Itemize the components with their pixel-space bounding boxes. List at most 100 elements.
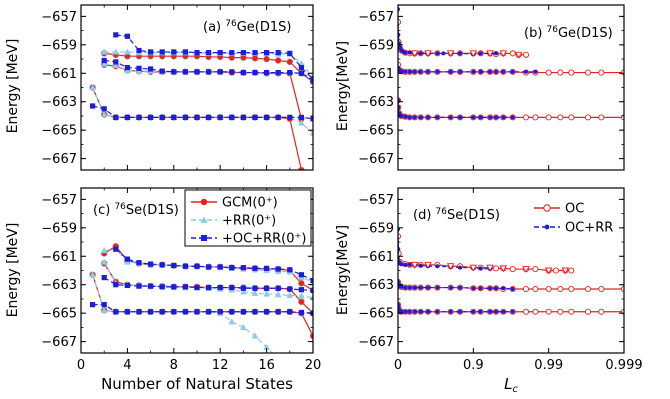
data-point xyxy=(486,264,494,272)
data-point xyxy=(492,265,500,272)
data-point xyxy=(159,262,165,268)
data-point xyxy=(100,247,108,254)
data-point xyxy=(159,49,165,55)
y-tick-label: −667 xyxy=(358,335,394,350)
data-point xyxy=(598,114,605,121)
data-point xyxy=(287,309,293,315)
data-point xyxy=(407,69,412,74)
data-point xyxy=(585,114,592,121)
data-point xyxy=(309,129,313,136)
data-point xyxy=(159,284,165,290)
y-tick-label: −657 xyxy=(358,193,394,208)
data-point xyxy=(136,65,142,71)
data-point xyxy=(478,69,483,74)
panel-b-76ge-lc: −657 −659 −661 −663 −665 −667 (b) 76Ge(D1S) xyxy=(358,4,625,171)
data-point xyxy=(298,309,304,316)
data-point xyxy=(171,69,177,75)
data-point xyxy=(136,260,142,266)
series-3 xyxy=(398,227,493,272)
series-line xyxy=(115,248,313,281)
data-point xyxy=(568,308,575,315)
data-point xyxy=(403,50,408,55)
data-point xyxy=(298,114,304,120)
data-point xyxy=(194,309,200,315)
data-point xyxy=(309,332,313,340)
data-point xyxy=(171,309,177,315)
y-tick-label: −665 xyxy=(358,124,394,139)
data-point xyxy=(251,55,259,62)
data-point xyxy=(264,265,270,271)
data-point xyxy=(435,264,440,269)
x-axis-label-left: Number of Natural States xyxy=(101,375,293,393)
data-point xyxy=(399,262,404,267)
data-point xyxy=(412,69,417,74)
data-point xyxy=(274,57,282,64)
data-point xyxy=(620,69,624,76)
data-point xyxy=(229,284,235,291)
panel-title: (b) 76Ge(D1S) xyxy=(524,25,613,41)
x-tick-label: 20 xyxy=(305,358,322,373)
data-point xyxy=(124,33,130,39)
data-point xyxy=(113,309,119,315)
data-point xyxy=(499,50,508,58)
data-point xyxy=(228,318,236,325)
data-point xyxy=(89,271,97,278)
data-point xyxy=(251,289,259,296)
series-4 xyxy=(398,279,515,291)
data-point xyxy=(275,309,281,315)
data-point xyxy=(112,48,120,55)
plot-area xyxy=(398,7,624,121)
data-point xyxy=(298,298,305,306)
data-point xyxy=(418,51,423,56)
data-point xyxy=(399,284,404,289)
data-point xyxy=(407,115,412,120)
data-point xyxy=(552,267,560,274)
data-point xyxy=(275,356,281,361)
data-point xyxy=(510,309,515,314)
data-point xyxy=(510,115,515,120)
x-tick-label: 16 xyxy=(258,358,275,373)
data-point xyxy=(275,285,281,291)
data-point xyxy=(287,50,293,56)
data-point xyxy=(458,115,463,120)
data-point xyxy=(399,69,404,74)
series-2 xyxy=(89,271,313,340)
y-tick-label: −661 xyxy=(358,250,394,265)
data-point xyxy=(100,306,108,313)
data-point xyxy=(448,285,453,290)
data-point xyxy=(100,48,108,55)
y-axis-label-left-top: Energy [MeV] xyxy=(5,39,21,134)
data-point xyxy=(100,258,108,265)
data-point xyxy=(275,69,281,76)
legend-entry: OC xyxy=(534,202,584,217)
y-tick-label: −663 xyxy=(358,278,394,293)
data-point xyxy=(403,114,408,119)
data-point xyxy=(478,286,483,291)
data-point xyxy=(403,69,408,74)
data-point xyxy=(148,114,154,120)
data-point xyxy=(469,264,478,272)
data-point xyxy=(418,285,423,290)
y-axis-label-right-top: Energy[MeV] xyxy=(335,41,351,131)
data-point xyxy=(412,309,417,314)
data-point xyxy=(240,285,246,291)
data-point xyxy=(229,50,235,56)
data-point xyxy=(425,69,430,74)
data-point xyxy=(239,323,247,331)
data-point xyxy=(194,69,200,75)
data-point xyxy=(229,309,235,315)
data-point xyxy=(263,55,270,63)
data-point xyxy=(532,285,539,293)
series-7 xyxy=(101,57,313,83)
data-point xyxy=(304,184,310,190)
data-point xyxy=(229,114,235,120)
data-point xyxy=(206,309,212,315)
data-point xyxy=(418,69,423,74)
y-tick-label: −659 xyxy=(358,38,394,53)
data-point xyxy=(471,115,476,120)
data-point xyxy=(264,69,270,76)
data-point xyxy=(194,263,200,269)
data-point xyxy=(446,50,455,58)
data-point xyxy=(286,291,294,299)
data-point xyxy=(90,103,96,109)
